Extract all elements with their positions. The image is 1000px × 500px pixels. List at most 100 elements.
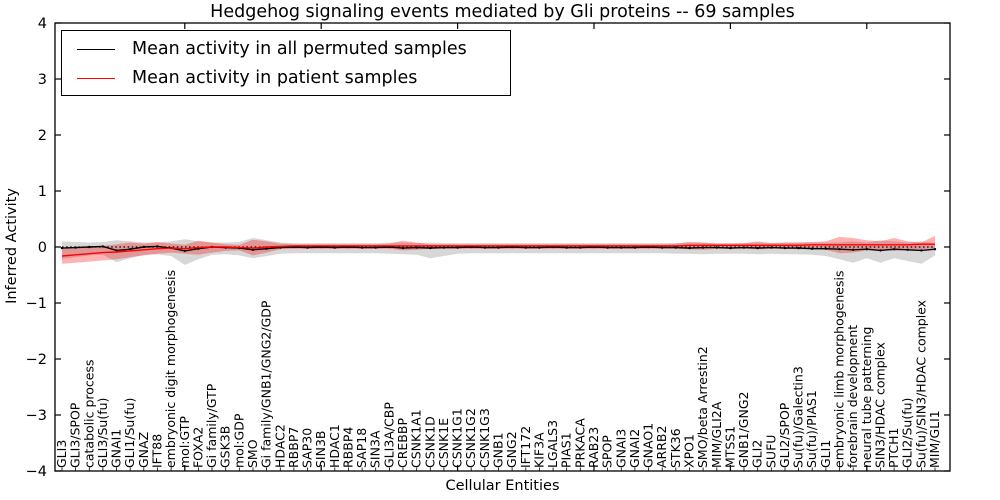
permuted-data-point	[674, 246, 677, 249]
x-category-label: PRKACA	[572, 418, 587, 468]
permuted-data-point	[933, 248, 937, 251]
x-category-label: SIN3A	[368, 430, 383, 468]
permuted-data-point	[715, 246, 718, 249]
x-category-label: CSNK1G3	[477, 408, 492, 468]
permuted-data-point	[333, 246, 336, 249]
x-category-label: GNAO1	[641, 423, 656, 468]
permuted-data-point	[906, 248, 909, 251]
permuted-data-point	[892, 248, 896, 251]
x-category-label: SUFU	[763, 435, 778, 468]
x-category-label: MIM/GLI2A	[709, 401, 724, 468]
x-category-label: RAB23	[586, 427, 601, 468]
permuted-data-point	[565, 246, 568, 249]
permuted-data-point	[742, 246, 746, 249]
y-tick-label: −3	[26, 408, 47, 424]
permuted-data-point	[442, 246, 446, 249]
permuted-data-point	[620, 246, 623, 249]
x-category-label: GNB1	[491, 432, 506, 468]
legend-entry-permuted: Mean activity in all permuted samples	[62, 36, 467, 62]
x-category-label: GSK3B	[218, 426, 233, 468]
permuted-data-point	[824, 247, 828, 250]
x-axis-label: Cellular Entities	[445, 478, 560, 494]
chart-title: Hedgehog signaling events mediated by Gl…	[210, 2, 795, 22]
x-category-label: SMO	[245, 439, 260, 468]
permuted-data-point	[633, 246, 637, 249]
x-category-label: CSNK1A1	[409, 409, 424, 468]
permuted-data-point	[251, 248, 255, 251]
x-category-label: IFT88	[150, 434, 165, 468]
x-category-label: Su(fu)/SIN3/HDAC complex	[913, 300, 928, 468]
x-category-label: RBBP7	[286, 427, 301, 468]
permuted-data-point	[401, 246, 405, 250]
legend: Mean activity in all permuted samples Me…	[61, 30, 511, 96]
x-category-label: CSNK1G1	[450, 408, 465, 468]
permuted-data-point	[920, 249, 923, 252]
x-category-label: GLI1	[818, 440, 833, 468]
x-category-label: SMO/beta Arrestin2	[695, 346, 710, 468]
x-category-label: GNB1/GNG2	[736, 392, 751, 468]
permuted-data-point	[497, 246, 500, 249]
permuted-data-point	[265, 247, 268, 250]
y-tick-label: −4	[26, 464, 47, 480]
y-tick-label: 3	[38, 72, 47, 88]
y-tick-label: 1	[38, 184, 47, 200]
x-category-label: SIN3/HDAC complex	[872, 342, 887, 468]
permuted-data-point	[360, 246, 364, 249]
permuted-data-point	[429, 246, 432, 250]
permuted-data-point	[879, 249, 882, 252]
permuted-data-point	[101, 245, 105, 248]
permuted-data-point	[374, 246, 377, 249]
permuted-data-point	[456, 246, 459, 249]
permuted-data-point	[852, 248, 855, 251]
x-category-label: CSNK1E	[436, 418, 451, 468]
y-tick-label: 0	[38, 240, 47, 256]
x-category-label: catabolic process	[81, 359, 96, 468]
permuted-data-point	[74, 246, 77, 249]
x-category-label: embryonic digit morphogenesis	[163, 270, 178, 468]
permuted-data-point	[524, 246, 527, 249]
x-category-label: GLI1/Su(fu)	[122, 398, 137, 468]
permuted-data-point	[129, 248, 132, 251]
patient-line-swatch	[77, 77, 115, 79]
x-category-label: RBBP4	[341, 427, 356, 468]
x-category-label: Su(fu)/PIAS1	[804, 390, 819, 468]
x-category-label: mol:GDP	[231, 413, 246, 468]
patient-band	[62, 235, 935, 264]
permuted-data-point	[538, 246, 541, 249]
x-category-label: GLI2/Su(fu)	[900, 398, 915, 468]
permuted-data-point	[661, 246, 664, 249]
x-category-label: GLI3/Su(fu)	[95, 398, 110, 468]
x-category-label: SIN3B	[313, 431, 328, 469]
x-category-label: GNG2	[504, 431, 519, 468]
x-category-label: ARRB2	[654, 426, 669, 468]
y-tick-label: −2	[26, 352, 47, 368]
x-category-label: MTSS1	[722, 426, 737, 468]
permuted-data-point	[306, 246, 309, 249]
permuted-line-swatch	[77, 48, 115, 50]
x-category-label: GNAI2	[627, 429, 642, 468]
permuted-data-point	[183, 249, 186, 253]
y-axis-label: Inferred Activity	[4, 188, 20, 304]
permuted-data-point	[606, 246, 609, 249]
x-category-label: PIAS1	[559, 432, 574, 468]
x-category-label: CREBBP	[395, 418, 410, 468]
legend-entry-patient: Mean activity in patient samples	[62, 65, 417, 91]
x-category-label: GLI3	[54, 440, 69, 468]
permuted-data-point	[115, 249, 118, 252]
patient-mean-line	[61, 243, 935, 257]
permuted-data-point	[483, 246, 487, 249]
x-category-label: GLI3/SPOP	[68, 402, 83, 468]
permuted-data-point	[60, 246, 64, 250]
x-category-label: XPO1	[682, 434, 697, 468]
x-category-label: neural tube patterning	[859, 327, 874, 468]
permuted-data-point	[756, 246, 759, 250]
x-category-label: SAP18	[354, 428, 369, 468]
x-category-label: Gi family/GNB1/GNG2/GDP	[259, 300, 274, 468]
x-category-label: SPOP	[600, 435, 615, 468]
x-category-label: GNAI3	[613, 429, 628, 468]
permuted-data-point	[142, 245, 145, 249]
permuted-data-point	[688, 246, 691, 250]
x-category-label: embryonic limb morphogenesis	[832, 271, 847, 468]
